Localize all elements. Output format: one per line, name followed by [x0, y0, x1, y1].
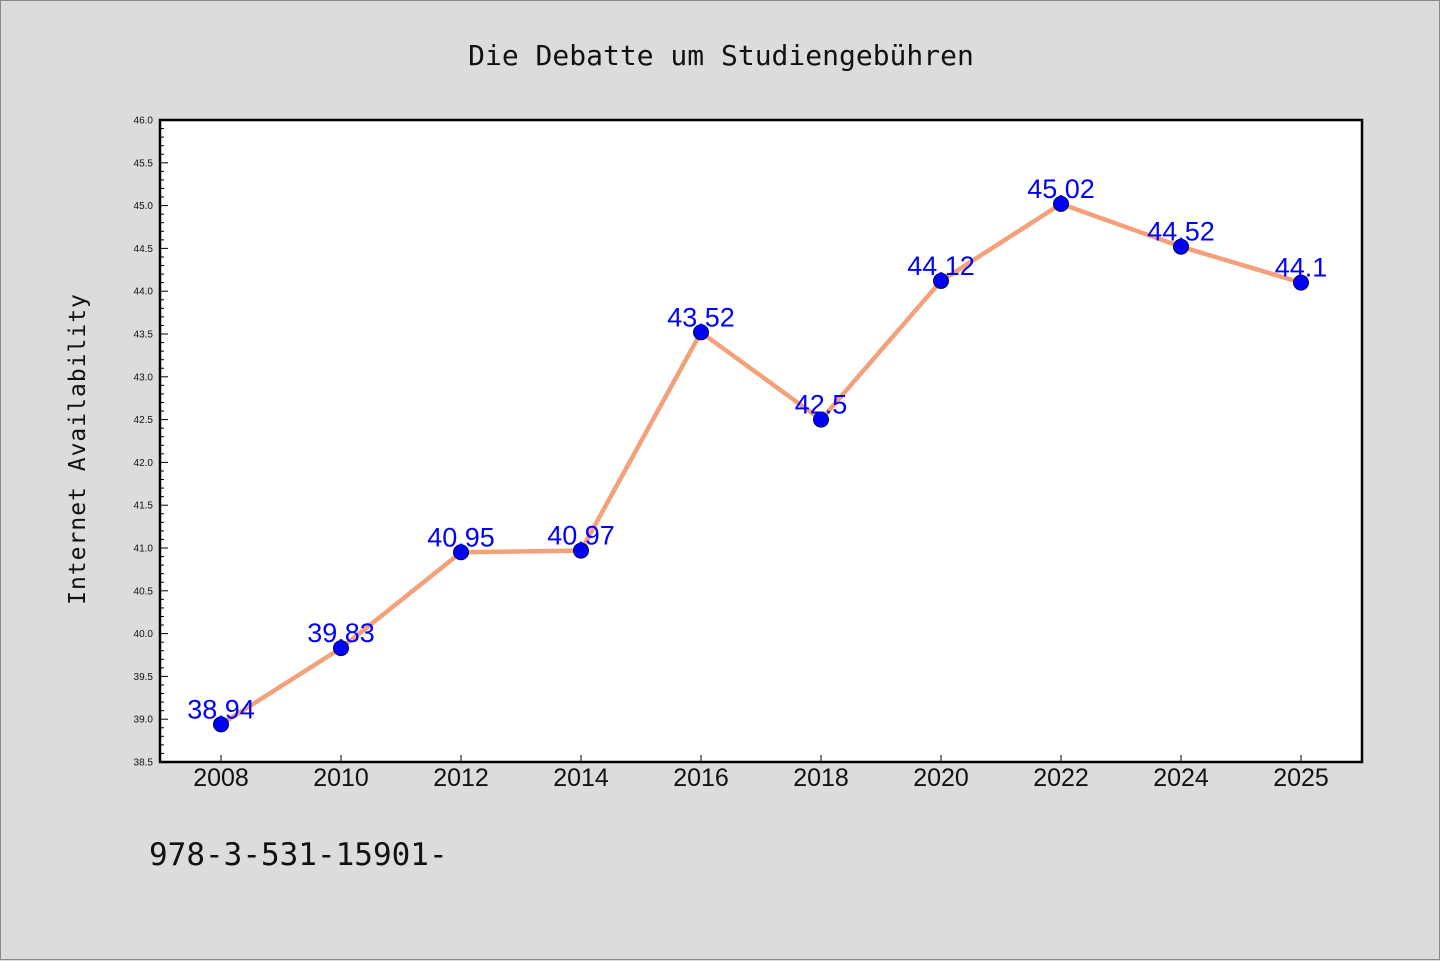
- y-tick-label: 42.5: [134, 415, 154, 426]
- y-tick-label: 43.5: [134, 330, 154, 341]
- data-point: [573, 542, 589, 559]
- x-tick-label: 2025: [1273, 764, 1329, 792]
- data-point: [453, 544, 469, 561]
- y-tick-label: 46.0: [134, 116, 154, 127]
- series-line-group: [218, 201, 1304, 727]
- y-tick-label: 42.0: [134, 458, 154, 469]
- series-markers: [213, 195, 1309, 733]
- plot-area: [158, 118, 1364, 764]
- x-tick-label: 2016: [673, 764, 729, 792]
- data-label: 40.95: [427, 522, 495, 552]
- y-axis: 38.5 39.0 39.5 40.0 40.5 41.0 41.5 42.0 42.5 43.0…: [134, 116, 168, 769]
- y-tick-label: 45.5: [134, 158, 154, 169]
- data-label: 38.94: [187, 694, 255, 724]
- series-line: [218, 201, 1304, 727]
- y-axis-label: Internet Availability: [65, 293, 91, 605]
- y-tick-label: 38.5: [134, 758, 154, 769]
- y-tick-label: 45.0: [134, 201, 154, 212]
- x-tick-label: 2008: [193, 764, 249, 792]
- x-tick-label: 2012: [433, 764, 489, 792]
- data-label: 44.52: [1147, 217, 1215, 247]
- data-point: [693, 324, 709, 341]
- data-point: [213, 716, 229, 733]
- y-tick-label: 41.0: [134, 544, 154, 555]
- data-point: [1173, 238, 1189, 255]
- y-tick-label: 40.5: [134, 586, 154, 597]
- y-tick-label: 39.5: [134, 672, 154, 683]
- chart-title: Die Debatte um Studiengebühren: [468, 39, 974, 72]
- data-point: [333, 640, 349, 657]
- x-tick-label: 2024: [1153, 764, 1209, 792]
- data-point: [813, 411, 829, 428]
- data-label: 39.83: [307, 618, 375, 648]
- y-tick-label: 40.0: [134, 629, 154, 640]
- data-label: 45.02: [1027, 174, 1095, 204]
- y-tick-label: 43.0: [134, 372, 154, 383]
- footer-code: 978-3-531-15901-: [149, 837, 448, 873]
- x-tick-label: 2022: [1033, 764, 1089, 792]
- x-tick-label: 2020: [913, 764, 969, 792]
- x-tick-label: 2014: [553, 764, 609, 792]
- data-labels: 38.94 39.83 40.95 40.97 43.52 42.5 44.12 45.02 4…: [187, 174, 1327, 724]
- data-label: 44.1: [1275, 253, 1328, 283]
- data-point: [1053, 195, 1069, 212]
- data-point: [933, 272, 949, 289]
- y-tick-label: 39.0: [134, 715, 154, 726]
- x-tick-label: 2010: [313, 764, 369, 792]
- y-tick-label: 44.5: [134, 244, 154, 255]
- x-axis: 2008 2010 2012 2014 2016 2018 2020 2022 2024 2025: [193, 755, 1329, 792]
- data-label: 42.5: [795, 390, 848, 420]
- data-point: [1293, 274, 1309, 291]
- y-tick-label: 44.0: [134, 287, 154, 298]
- x-tick-label: 2018: [793, 764, 849, 792]
- data-label: 44.12: [907, 251, 975, 281]
- data-label: 40.97: [547, 521, 615, 551]
- data-label: 43.52: [667, 302, 735, 332]
- y-tick-label: 41.5: [134, 501, 154, 512]
